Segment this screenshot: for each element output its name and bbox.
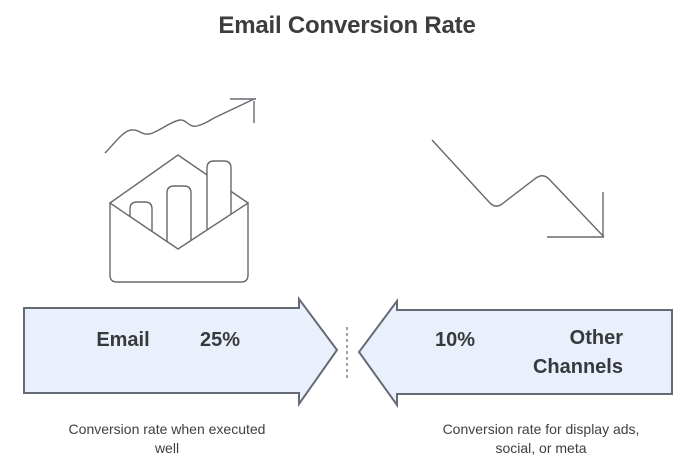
bar-medium	[166, 185, 192, 252]
arrowhead-up-right	[230, 98, 256, 123]
trending-up-squiggle-arrow	[104, 98, 256, 154]
email-caption: Conversion rate when executed well	[68, 421, 266, 456]
open-envelope	[109, 154, 249, 283]
email-rate-value: 25%	[199, 329, 241, 351]
envelope-bar-chart-trending-up-icon	[104, 98, 256, 283]
dashed-divider	[346, 327, 348, 378]
other-channels-label: Other Channels	[532, 327, 623, 378]
other-channels-banner-arrow	[357, 297, 673, 408]
page-title: Email Conversion Rate	[218, 12, 476, 39]
arrowhead-down-right	[547, 192, 604, 238]
down-zigzag-line	[431, 139, 605, 238]
envelope-pocket	[109, 201, 249, 283]
email-banner-arrow	[23, 296, 339, 408]
email-label: Email	[96, 329, 150, 351]
other-channels-caption: Conversion rate for display ads, social,…	[442, 421, 640, 456]
trending-down-arrow-icon	[431, 139, 605, 238]
other-channels-rate-value: 10%	[434, 329, 476, 351]
